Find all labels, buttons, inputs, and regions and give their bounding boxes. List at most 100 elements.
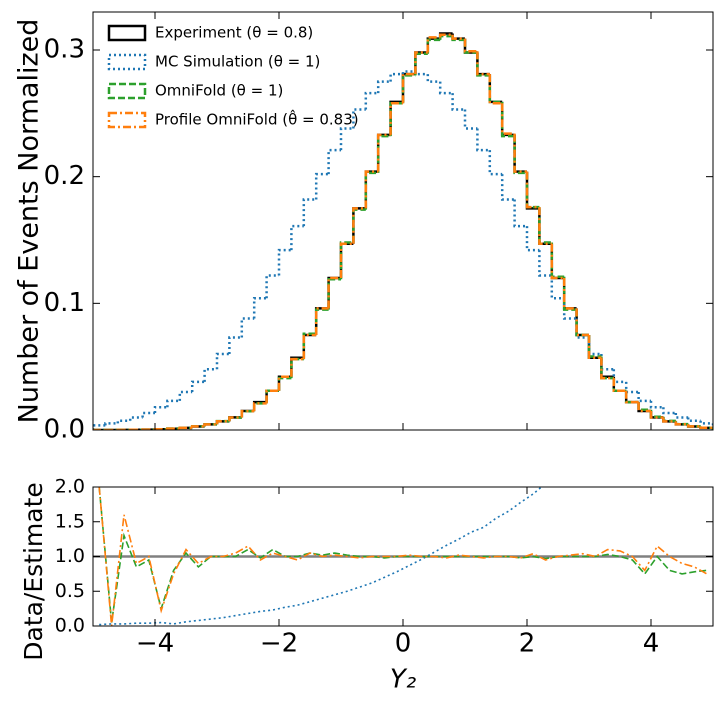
histogram-step: [314, 307, 329, 335]
histogram-step: [513, 136, 527, 175]
y-tick-label: 2.0: [55, 476, 85, 498]
histogram-step: [686, 417, 701, 423]
histogram-step: [327, 278, 341, 310]
legend-swatch: [107, 111, 147, 129]
histogram-step: [265, 389, 279, 403]
histogram-step: [476, 52, 490, 76]
y-tick-label: 0.0: [55, 615, 85, 637]
histogram-step: [612, 378, 627, 392]
legend-label: MC Simulation (θ = 1): [155, 53, 320, 71]
histogram-step: [389, 100, 403, 135]
histogram-step: [525, 226, 540, 252]
plot-frame: [92, 486, 714, 627]
histogram-step: [550, 243, 565, 280]
histogram-step: [314, 172, 329, 200]
histogram-step: [550, 275, 565, 300]
histogram-step: [228, 416, 242, 422]
y-tick-label: 1.5: [55, 510, 85, 532]
x-tick-label: 4: [643, 629, 660, 659]
histogram-step: [128, 416, 143, 421]
histogram-step: [612, 376, 627, 392]
histogram-step: [352, 207, 366, 244]
histogram-step: [389, 101, 403, 135]
histogram-step: [240, 409, 255, 418]
histogram-step: [488, 150, 503, 176]
histogram-step: [587, 335, 602, 358]
histogram-step: [624, 390, 639, 404]
y-axis-label: Data/Estimate: [19, 482, 48, 661]
histogram-step: [426, 38, 441, 54]
histogram-step: [662, 407, 676, 415]
plot-frame: [92, 11, 714, 431]
histogram-step: [426, 74, 441, 83]
histogram-step: [352, 207, 366, 244]
histogram-step: [500, 101, 515, 138]
histogram-step: [265, 389, 279, 404]
histogram-step: [190, 380, 205, 392]
histogram-step: [612, 378, 627, 392]
histogram-step: [575, 308, 589, 337]
histogram-step: [166, 427, 180, 430]
histogram-step: [500, 103, 515, 135]
histogram-step: [414, 51, 428, 75]
histogram-step: [376, 134, 391, 173]
histogram-step: [215, 420, 230, 425]
plot-area: [93, 32, 713, 430]
histogram-step: [401, 72, 416, 104]
histogram-step: [438, 81, 453, 95]
histogram-step: [525, 171, 540, 210]
histogram-step: [290, 224, 304, 251]
histogram-step: [600, 354, 614, 371]
histogram-step: [451, 34, 465, 40]
histogram-step: [476, 128, 490, 152]
histogram-step: [637, 392, 651, 403]
histogram-step: [674, 413, 689, 419]
histogram-step: [277, 248, 292, 276]
histogram-step: [277, 375, 292, 391]
histogram-step: [525, 172, 540, 209]
histogram-step: [686, 424, 701, 428]
histogram-step: [364, 170, 379, 209]
legend-swatch: [107, 53, 147, 71]
y-tick-label: 0.1: [44, 288, 85, 318]
x-tick-label: −4: [136, 629, 174, 659]
histogram-step: [414, 52, 428, 76]
histogram-step: [587, 337, 602, 356]
histogram-step: [550, 242, 565, 278]
histogram-step: [649, 411, 664, 419]
histogram-step: [488, 74, 503, 105]
histogram-step: [314, 307, 329, 335]
histogram-step: [414, 71, 428, 76]
histogram-step: [562, 276, 577, 311]
y-tick-label: 0.0: [44, 415, 85, 445]
histogram-step: [302, 333, 317, 358]
histogram-step: [252, 402, 267, 412]
plot-area: [93, 487, 713, 626]
histogram-step: [203, 423, 217, 427]
histogram-step: [203, 367, 217, 382]
histogram-step: [178, 426, 193, 430]
histogram-step: [538, 207, 552, 246]
histogram-step: [339, 242, 354, 278]
histogram-step: [141, 411, 155, 418]
x-tick-label: 0: [395, 629, 412, 659]
histogram-step: [302, 333, 317, 360]
histogram-step: [414, 51, 428, 75]
histogram-step: [513, 134, 527, 173]
histogram-step: [513, 133, 527, 173]
histogram-step: [302, 332, 317, 360]
histogram-step: [166, 399, 180, 408]
histogram-step: [587, 335, 602, 360]
histogram-step: [277, 376, 292, 391]
histogram-step: [389, 101, 403, 137]
histogram-step: [364, 170, 379, 209]
histogram-step: [538, 250, 552, 277]
histogram-step: [538, 208, 552, 246]
histogram-step: [500, 174, 515, 201]
x-axis-label: Y₂: [390, 665, 416, 695]
histogram-step: [401, 72, 416, 102]
histogram-step: [699, 420, 713, 430]
histogram-step: [463, 109, 478, 130]
ratio-line: [99, 487, 543, 626]
